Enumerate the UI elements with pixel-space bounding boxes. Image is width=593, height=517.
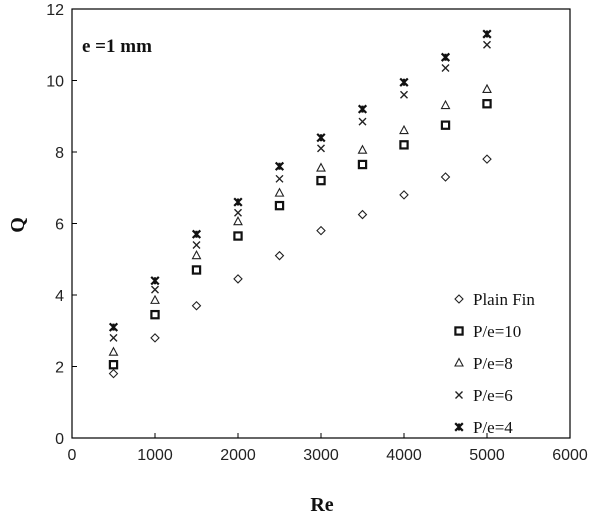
data-point [233,216,243,226]
data-point [482,154,492,164]
data-points [108,29,492,379]
legend-label: P/e=8 [473,354,513,373]
y-tick-label: 0 [55,431,64,448]
data-point [274,250,285,261]
x-tick-label: 2000 [220,447,256,464]
data-point [191,250,202,260]
legend-marker [454,294,464,304]
data-point [399,140,409,150]
x-tick-label: 3000 [303,447,339,464]
data-point [399,190,409,200]
data-point [357,159,368,170]
y-tick-label: 6 [55,217,64,234]
x-tick-label: 6000 [552,447,588,464]
data-point [150,309,160,320]
legend: Plain Fin P/e=10 P/e=8 P/e=6 P/e=4 [454,290,535,437]
x-tick-label: 4000 [386,447,422,464]
x-axis-title: Re [310,494,333,516]
data-point [191,229,202,239]
data-point [483,40,491,49]
data-point [274,200,285,211]
series-2 [108,99,492,370]
y-tick-label: 2 [55,360,64,377]
legend-marker [454,422,464,432]
data-point [482,99,492,109]
series-4 [109,40,491,342]
data-point [274,187,285,197]
data-point [274,161,285,171]
data-point [108,360,119,370]
data-point [400,90,408,99]
y-axis-title: Q [7,217,29,233]
data-point [358,117,367,126]
data-point [150,333,160,343]
data-point [108,322,119,332]
legend-label: P/e=10 [473,322,521,341]
y-tick-label: 12 [46,2,64,19]
legend-label: P/e=4 [473,418,513,437]
legend-marker [454,357,464,367]
data-point [109,333,118,342]
data-point [108,346,119,356]
legend-marker [455,391,463,399]
series-3 [108,83,492,356]
series-5 [108,29,492,332]
data-point [399,124,409,135]
data-point [316,162,326,172]
data-point [440,120,451,130]
legend-label: Plain Fin [473,290,535,309]
data-point [233,197,243,207]
data-point [191,265,202,275]
data-point [191,300,202,311]
data-point [317,144,325,153]
data-point [234,208,242,217]
data-point [108,368,119,379]
data-point [233,274,243,284]
data-point [192,240,201,249]
y-tick-label: 10 [46,74,64,91]
data-point [151,285,159,294]
data-point [316,133,326,143]
data-point [357,209,368,220]
series-1 [108,154,492,379]
legend-label: P/e=6 [473,386,513,405]
axes [71,8,571,439]
x-tick-label: 5000 [469,447,505,464]
data-point [150,276,160,286]
data-point [357,104,368,114]
data-point [233,231,243,241]
data-point [357,144,368,154]
legend-marker [454,326,464,336]
y-tick-label: 4 [55,288,64,305]
annotation-e: e =1 mm [82,36,152,57]
x-tick-label: 0 [68,447,77,464]
data-point [441,63,450,72]
data-point [440,172,451,182]
data-point [440,52,451,62]
data-point [399,77,409,87]
data-point [316,225,326,236]
data-point [482,29,492,39]
data-point [275,174,284,183]
data-point [316,175,326,186]
data-point [482,83,492,93]
tick-labels: 0 1000 2000 3000 4000 5000 6000 0 2 4 6 8 10 12 [46,2,588,464]
data-point [150,294,160,304]
x-tick-label: 1000 [137,447,173,464]
data-point [440,99,451,110]
y-tick-label: 8 [55,145,64,162]
